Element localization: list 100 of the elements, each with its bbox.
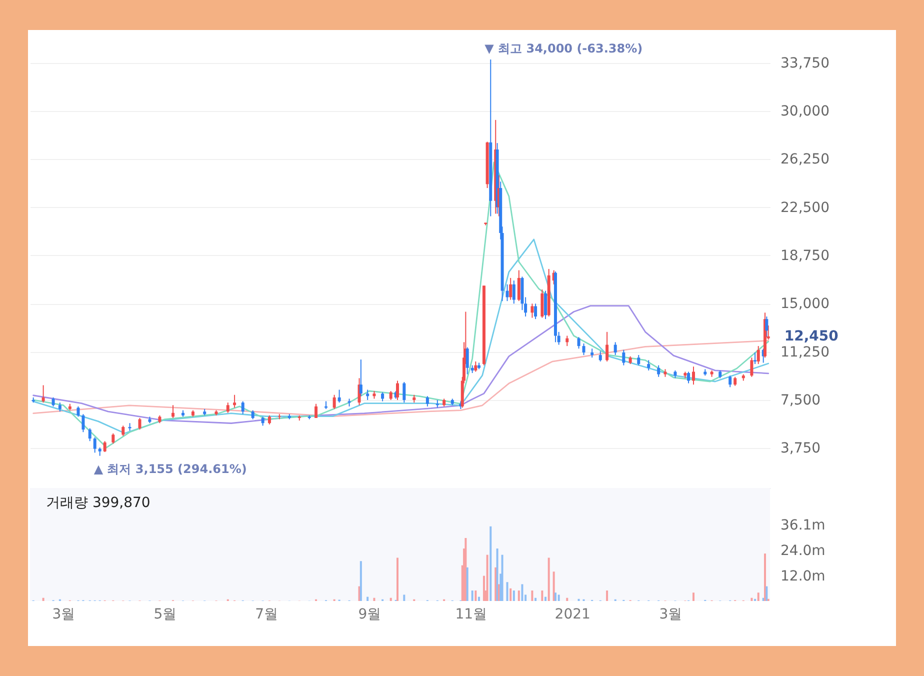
bar xyxy=(403,594,406,601)
line-series xyxy=(32,305,770,424)
y-tick-label: 15,000 xyxy=(780,296,830,312)
candlestick xyxy=(76,406,80,418)
y-tick-label: 24.0m xyxy=(780,543,826,560)
x-tick-label: 3월 xyxy=(659,606,682,622)
candlestick xyxy=(474,360,478,372)
candlestick xyxy=(530,303,534,318)
candlestick xyxy=(226,402,230,414)
candlestick xyxy=(582,342,586,356)
candlestick xyxy=(338,389,341,404)
candlestick xyxy=(566,335,569,347)
candlestick xyxy=(241,400,244,415)
bar xyxy=(606,590,608,601)
candlestick xyxy=(750,357,754,378)
x-tick-label: 5월 xyxy=(154,606,177,622)
candlestick xyxy=(122,425,125,436)
candlestick xyxy=(366,389,370,400)
bar xyxy=(692,592,695,601)
candlestick xyxy=(88,428,92,442)
candlestick xyxy=(577,336,580,350)
candlestick xyxy=(637,354,640,366)
candlestick xyxy=(314,403,318,418)
bar xyxy=(521,584,524,601)
y-tick-label: 26,250 xyxy=(780,152,830,168)
candlestick xyxy=(606,331,609,362)
annotation: ▲ 최저 3,155 (294.61%) xyxy=(94,462,247,476)
y-tick-label: 22,500 xyxy=(780,200,830,216)
bar xyxy=(566,598,568,601)
candlestick xyxy=(138,417,142,430)
candlestick xyxy=(509,277,512,300)
bar xyxy=(360,561,362,601)
y-tick-label: 30,000 xyxy=(780,103,830,120)
x-tick-label: 11월 xyxy=(455,606,488,622)
text: 거래량 399,870 xyxy=(46,495,150,511)
bar xyxy=(541,590,544,601)
line-series xyxy=(32,162,770,448)
bar xyxy=(486,554,488,601)
candlestick xyxy=(598,350,602,362)
candlestick xyxy=(517,270,520,302)
candlestick xyxy=(233,394,236,408)
bar xyxy=(558,594,560,601)
bar xyxy=(494,567,497,601)
y-tick-label: 11,250 xyxy=(780,344,830,360)
bar xyxy=(42,598,44,601)
bar xyxy=(466,567,468,601)
line-series xyxy=(32,238,770,434)
x-tick-label: 9월 xyxy=(358,606,382,622)
bar xyxy=(366,596,369,601)
bar xyxy=(766,586,768,601)
y-tick-label: 18,750 xyxy=(780,248,830,264)
candlestick xyxy=(622,349,626,366)
candlestick xyxy=(426,396,429,407)
candlestick xyxy=(93,436,96,454)
bar xyxy=(506,582,508,601)
x-tick-label: 2021 xyxy=(554,606,590,622)
bar xyxy=(534,598,537,601)
candlestick xyxy=(534,303,538,320)
y-tick-label: 3,750 xyxy=(780,440,821,457)
candlestick xyxy=(647,360,650,371)
x-tick-label: 7월 xyxy=(255,606,278,622)
bar xyxy=(531,590,534,601)
bar xyxy=(390,598,392,601)
bar xyxy=(474,590,477,601)
bar xyxy=(548,558,550,601)
bar xyxy=(471,590,474,601)
annotation: 12,450 xyxy=(784,328,839,344)
candlestick xyxy=(332,394,336,410)
candlestick xyxy=(756,346,760,365)
candlestick xyxy=(754,352,757,365)
candlestick xyxy=(540,289,544,318)
y-tick-label: 33,750 xyxy=(780,55,830,72)
candlestick xyxy=(402,382,406,404)
y-tick-label: 7,500 xyxy=(780,392,821,408)
candlestick xyxy=(544,290,548,320)
bar xyxy=(552,572,555,601)
y-tick-label: 36.1m xyxy=(780,518,826,534)
candlestick xyxy=(728,375,732,388)
bar xyxy=(501,554,504,601)
candlestick xyxy=(765,316,768,338)
bar xyxy=(373,598,376,601)
candlestick xyxy=(512,280,516,304)
bar xyxy=(490,526,492,601)
bar xyxy=(544,596,547,601)
annotation: ▼ 최고 34,000 (-63.38%) xyxy=(484,42,643,56)
bar xyxy=(464,538,467,601)
candlestick xyxy=(692,366,696,386)
bar xyxy=(518,590,520,601)
y-tick-label: 12.0m xyxy=(780,568,826,584)
bar xyxy=(510,588,512,601)
bar xyxy=(478,596,480,601)
candlestick xyxy=(172,404,175,418)
candlestick xyxy=(82,414,85,433)
bar xyxy=(554,592,556,601)
candlestick xyxy=(657,364,660,378)
candlestick xyxy=(42,384,45,404)
bar xyxy=(764,554,766,601)
candlestick xyxy=(466,346,469,375)
bar xyxy=(396,558,399,601)
bar xyxy=(496,548,498,601)
